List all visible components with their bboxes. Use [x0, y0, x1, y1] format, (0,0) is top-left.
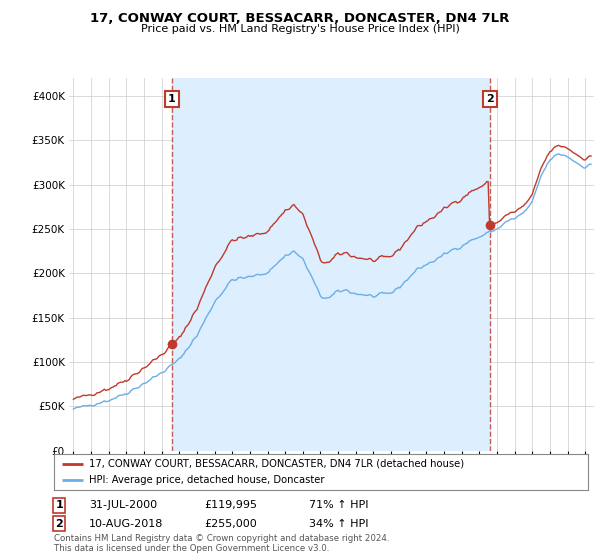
Text: 10-AUG-2018: 10-AUG-2018	[89, 519, 163, 529]
Text: £255,000: £255,000	[204, 519, 257, 529]
Text: Contains HM Land Registry data © Crown copyright and database right 2024.
This d: Contains HM Land Registry data © Crown c…	[54, 534, 389, 553]
Text: 17, CONWAY COURT, BESSACARR, DONCASTER, DN4 7LR: 17, CONWAY COURT, BESSACARR, DONCASTER, …	[91, 12, 509, 25]
Text: 2: 2	[55, 519, 63, 529]
Text: 1: 1	[168, 94, 176, 104]
Text: 71% ↑ HPI: 71% ↑ HPI	[309, 500, 368, 510]
Text: 31-JUL-2000: 31-JUL-2000	[89, 500, 157, 510]
Bar	[172, 78, 490, 451]
Text: 34% ↑ HPI: 34% ↑ HPI	[309, 519, 368, 529]
Text: £119,995: £119,995	[204, 500, 257, 510]
Text: 2: 2	[487, 94, 494, 104]
Text: Price paid vs. HM Land Registry's House Price Index (HPI): Price paid vs. HM Land Registry's House …	[140, 24, 460, 34]
Text: 17, CONWAY COURT, BESSACARR, DONCASTER, DN4 7LR (detached house): 17, CONWAY COURT, BESSACARR, DONCASTER, …	[89, 459, 464, 469]
Text: HPI: Average price, detached house, Doncaster: HPI: Average price, detached house, Donc…	[89, 475, 324, 485]
Text: 1: 1	[55, 500, 63, 510]
